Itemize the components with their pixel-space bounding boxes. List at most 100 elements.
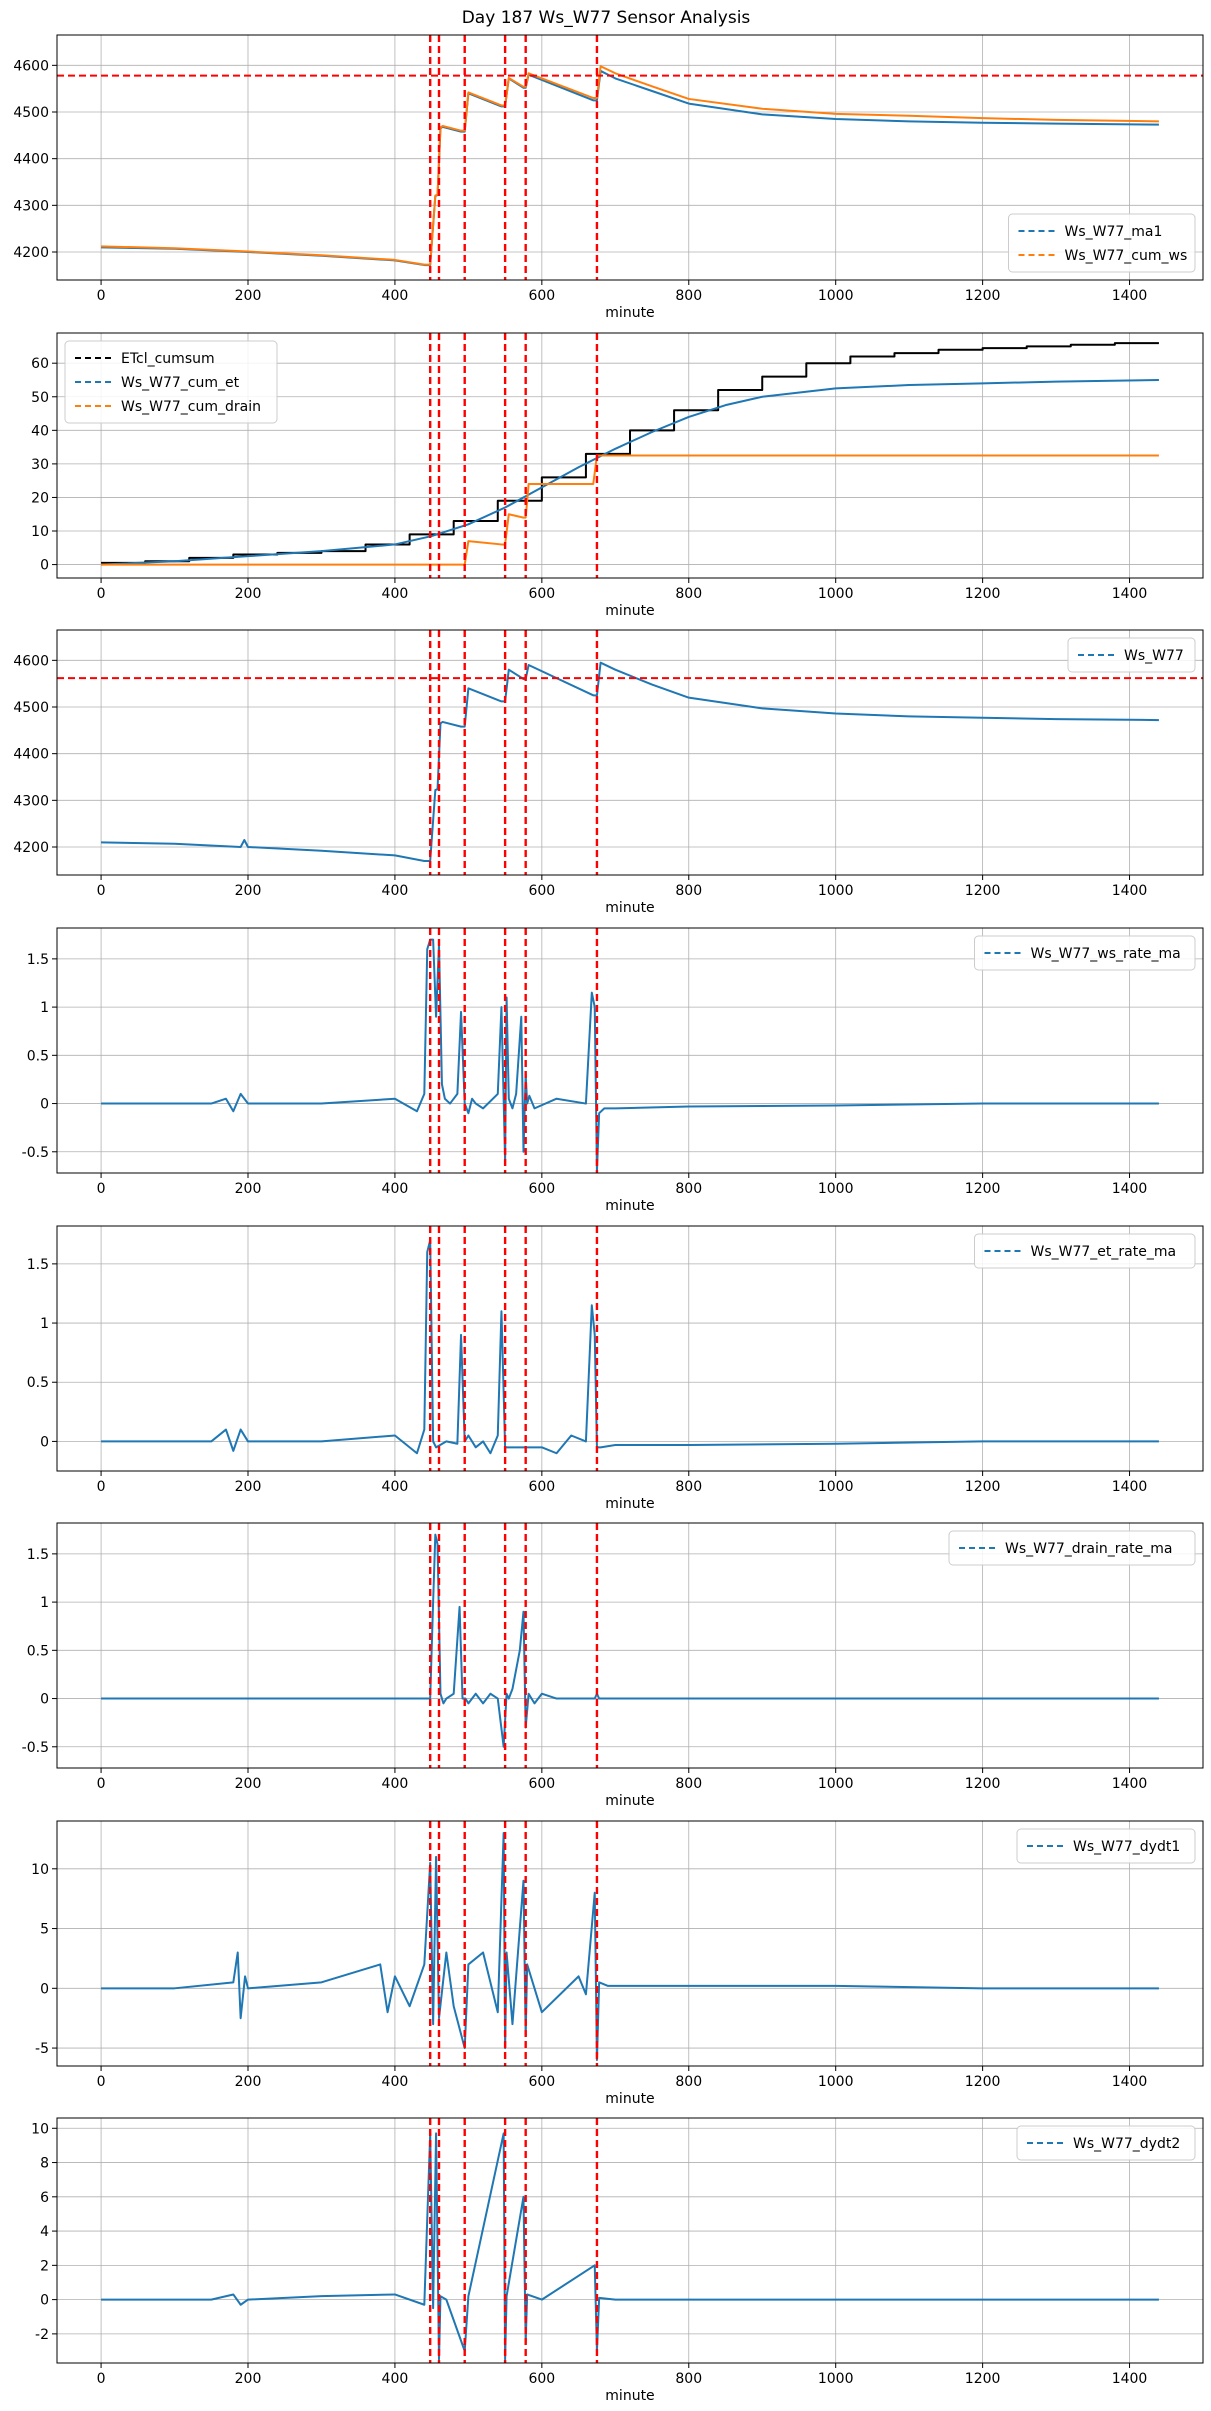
plot-area <box>101 928 1159 1173</box>
plot-area <box>101 2118 1159 2363</box>
x-tick-label: 1400 <box>1112 288 1148 304</box>
y-tick-label: 10 <box>31 524 49 540</box>
plot-area <box>101 333 1159 578</box>
x-tick-label: 200 <box>235 1181 262 1197</box>
x-tick-label: 800 <box>675 1479 702 1495</box>
legend-label: Ws_W77_dydt1 <box>1073 1839 1180 1855</box>
legend: Ws_W77 <box>1067 637 1196 673</box>
legend-label: Ws_W77_et_rate_ma <box>1031 1244 1177 1260</box>
x-tick-label: 200 <box>235 1479 262 1495</box>
axes-frame <box>56 34 1204 281</box>
x-tick-label: 800 <box>675 586 702 602</box>
x-tick-label: 600 <box>528 586 555 602</box>
x-axis-label: minute <box>605 1198 654 1214</box>
plot-area <box>101 1523 1159 1768</box>
series-line-Ws_W77_ws_rate_ma <box>101 938 1159 1173</box>
y-tick-label: 4600 <box>13 58 49 74</box>
y-tick-label: 4500 <box>13 105 49 121</box>
y-tick-label: 0 <box>40 1434 49 1450</box>
x-tick-label: 1000 <box>818 1776 854 1792</box>
x-axis-label: minute <box>605 2091 654 2107</box>
x-tick-label: 0 <box>97 2371 106 2387</box>
y-tick-label: 8 <box>40 2156 49 2172</box>
x-tick-label: 1200 <box>965 1776 1001 1792</box>
legend-label: Ws_W77_cum_et <box>121 375 240 391</box>
x-tick-label: 0 <box>97 883 106 899</box>
y-tick-label: 4200 <box>13 245 49 261</box>
legend-label: Ws_W77_dydt2 <box>1073 2136 1180 2152</box>
x-tick-label: 1000 <box>818 288 854 304</box>
series-line-Ws_W77_ma1 <box>101 69 1159 267</box>
subplot-3: 0 200 400 600 800 1000 1200 1400 4200 4300 4400 450… <box>13 629 1204 916</box>
x-tick-label: 400 <box>382 288 409 304</box>
x-tick-label: 400 <box>382 2074 409 2090</box>
y-tick-label: -2 <box>35 2327 49 2343</box>
subplot-6: 0 200 400 600 800 1000 1200 1400 -0.5 0 0.5 1 1.5 min… <box>22 1522 1204 1809</box>
x-tick-label: 800 <box>675 2371 702 2387</box>
y-tick-label: 50 <box>31 390 49 406</box>
subplot-4: 0 200 400 600 800 1000 1200 1400 -0.5 0 0.5 1 1.5 min… <box>22 927 1204 1214</box>
x-tick-label: 600 <box>528 883 555 899</box>
x-tick-label: 1200 <box>965 1479 1001 1495</box>
x-tick-label: 400 <box>382 1479 409 1495</box>
series-line-Ws_W77_dydt1 <box>101 1831 1159 2062</box>
axes-frame <box>56 332 1204 579</box>
x-tick-label: 400 <box>382 883 409 899</box>
x-tick-label: 0 <box>97 586 106 602</box>
y-tick-label: -5 <box>35 2041 49 2057</box>
x-axis-label: minute <box>605 305 654 321</box>
x-tick-label: 400 <box>382 586 409 602</box>
axes-frame <box>56 2117 1204 2364</box>
axes-frame <box>56 1820 1204 2067</box>
x-axis-label: minute <box>605 900 654 916</box>
axes-frame <box>56 1522 1204 1769</box>
legend-label: Ws_W77_ma1 <box>1065 224 1163 240</box>
x-tick-label: 1400 <box>1112 2371 1148 2387</box>
legend: Ws_W77_et_rate_ma <box>974 1233 1196 1269</box>
y-tick-label: 0.5 <box>27 1375 49 1391</box>
plot-area <box>101 1821 1159 2066</box>
x-tick-label: 1000 <box>818 2371 854 2387</box>
x-tick-label: 800 <box>675 288 702 304</box>
y-tick-label: 20 <box>31 490 49 506</box>
x-tick-label: 200 <box>235 288 262 304</box>
x-tick-label: 1200 <box>965 2371 1001 2387</box>
x-tick-label: 1400 <box>1112 1776 1148 1792</box>
subplot-8: 0 200 400 600 800 1000 1200 1400 -2 0 2 4 6 8 10 minute… <box>31 2117 1204 2404</box>
y-tick-label: 1 <box>40 1000 49 1016</box>
series-line-Ws_W77 <box>101 661 1159 862</box>
x-tick-label: 200 <box>235 1776 262 1792</box>
x-tick-label: 200 <box>235 586 262 602</box>
x-tick-label: 1000 <box>818 1479 854 1495</box>
subplot-1: 0 200 400 600 800 1000 1200 1400 4200 4300 4400 450… <box>13 34 1204 321</box>
legend-label: ETcl_cumsum <box>121 351 215 367</box>
y-tick-label: 1.5 <box>27 952 49 968</box>
x-tick-label: 800 <box>675 1776 702 1792</box>
y-tick-label: 0 <box>40 1981 49 1997</box>
y-tick-label: 0 <box>40 1692 49 1708</box>
y-tick-label: 5 <box>40 1922 49 1938</box>
y-tick-label: 4400 <box>13 747 49 763</box>
y-tick-label: 4600 <box>13 653 49 669</box>
x-tick-label: 1400 <box>1112 2074 1148 2090</box>
x-axis-label: minute <box>605 2388 654 2404</box>
y-tick-label: 1.5 <box>27 1257 49 1273</box>
y-tick-label: 60 <box>31 356 49 372</box>
x-tick-label: 0 <box>97 288 106 304</box>
x-tick-label: 1000 <box>818 1181 854 1197</box>
legend-label: Ws_W77_ws_rate_ma <box>1031 946 1181 962</box>
y-tick-label: 4400 <box>13 152 49 168</box>
legend-label: Ws_W77_drain_rate_ma <box>1005 1541 1172 1557</box>
x-tick-label: 1000 <box>818 883 854 899</box>
x-tick-label: 400 <box>382 1776 409 1792</box>
x-tick-label: 400 <box>382 2371 409 2387</box>
y-tick-label: 4200 <box>13 840 49 856</box>
figure-title: Day 187 Ws_W77 Sensor Analysis <box>462 8 751 28</box>
x-tick-label: 400 <box>382 1181 409 1197</box>
subplot-7: 0 200 400 600 800 1000 1200 1400 -5 0 5 10 minute Ws_… <box>31 1820 1204 2107</box>
y-tick-label: 4300 <box>13 793 49 809</box>
legend-box <box>1016 1828 1196 1864</box>
y-tick-label: 40 <box>31 423 49 439</box>
x-axis-label: minute <box>605 603 654 619</box>
subplot-5: 0 200 400 600 800 1000 1200 1400 0 0.5 1 1.5 minute W… <box>27 1225 1204 1512</box>
